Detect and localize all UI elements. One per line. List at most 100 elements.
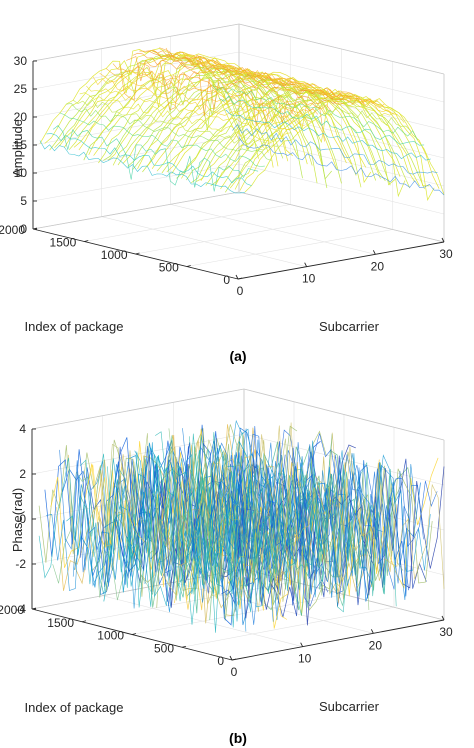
surface-line	[230, 419, 431, 584]
panel-label-a: (a)	[229, 348, 246, 364]
y-tick-label: 2000	[0, 223, 25, 237]
surface-line	[68, 56, 269, 153]
surface-line	[212, 84, 418, 140]
grid-line	[181, 606, 395, 648]
x-tick-label: 0	[231, 665, 238, 679]
surface-line	[46, 133, 252, 186]
x-tick-mark	[372, 250, 376, 255]
x-tick-mark	[235, 274, 239, 280]
grid-line	[81, 581, 295, 623]
surface-line	[72, 99, 279, 151]
y-tick-labels-a: 0 500 1000 1500 2000	[0, 223, 243, 287]
surface-line	[195, 432, 397, 607]
surface-line	[229, 97, 430, 189]
surface-line	[232, 124, 438, 175]
z-tick-label: 0	[19, 512, 26, 526]
surface-line	[185, 54, 392, 114]
x-axis-line	[231, 619, 445, 661]
surface-line	[209, 442, 411, 584]
surface-line	[92, 76, 299, 133]
surface-line	[132, 52, 338, 105]
y-axis-label-a: Index of package	[24, 319, 123, 334]
z-tick-label: 25	[14, 82, 28, 96]
surface-line	[119, 62, 325, 142]
x-tick-label: 10	[298, 652, 312, 666]
z-tick-label: 30	[14, 54, 28, 68]
x-axis-line	[237, 241, 445, 280]
y-tick-mark	[32, 227, 38, 230]
surface-line	[152, 49, 358, 105]
surface-line	[52, 125, 259, 192]
z-tick-label: 20	[14, 110, 28, 124]
y-tick-mark	[186, 265, 191, 267]
y-tick-mark	[231, 658, 237, 661]
surface-line	[179, 51, 385, 108]
surface-line	[126, 56, 332, 124]
box-edge	[31, 388, 245, 430]
x-tick-label: 0	[237, 284, 244, 298]
x-tick-mark	[441, 615, 445, 621]
surface-line	[120, 446, 322, 608]
x-tick-mark	[229, 655, 233, 661]
grid-line	[32, 163, 240, 202]
surface-line	[127, 450, 329, 607]
surface-line	[134, 442, 335, 591]
surface-line	[113, 446, 315, 605]
x-tick-mark	[300, 642, 304, 647]
surface-line	[182, 428, 383, 587]
y-tick-label: 0	[223, 273, 230, 287]
amplitude-surface	[39, 47, 445, 201]
x-tick-labels-a: 0 10 20 30	[235, 237, 453, 298]
y-tick-mark	[135, 252, 140, 255]
surface-line	[218, 95, 425, 146]
y-tick-label: 1000	[97, 629, 124, 643]
surface-line	[200, 85, 401, 181]
surface-line	[239, 94, 440, 191]
surface-line	[225, 109, 431, 161]
x-tick-label: 20	[371, 259, 385, 273]
box-edge	[32, 23, 240, 62]
z-tick-label: 4	[19, 422, 26, 436]
surface-line	[59, 112, 265, 167]
z-tick-label: -2	[15, 557, 26, 571]
surface-line	[112, 63, 319, 115]
y-tick-label: 1000	[101, 248, 128, 262]
surface-line	[44, 424, 251, 577]
box-edge	[243, 388, 445, 441]
z-tick-label: 15	[14, 138, 28, 152]
axis-lines-a	[32, 61, 445, 280]
x-tick-mark	[441, 237, 445, 243]
surface-line	[146, 71, 347, 167]
surface-line	[72, 461, 274, 622]
surface-line	[86, 85, 292, 138]
x-axis-label-a: Subcarrier	[319, 319, 380, 334]
grid-line	[135, 216, 342, 255]
z-tick-labels-b: -4 -2 0 2 4	[15, 422, 36, 616]
surface-line	[215, 88, 415, 186]
surface-line	[192, 61, 398, 115]
panel-b: -4 -2 0 2 4 0 10 20 30 0 500 1000 1500 2000 Phase(r…	[0, 388, 453, 746]
surface-line	[223, 433, 424, 597]
surface-line	[210, 95, 411, 189]
phase-surface	[38, 419, 445, 633]
x-tick-label: 30	[439, 625, 453, 639]
x-axis-label-b: Subcarrier	[319, 699, 380, 714]
y-tick-mark	[131, 633, 137, 635]
grid-line	[186, 229, 393, 267]
surface-line	[103, 67, 303, 179]
surface-line	[234, 93, 435, 201]
y-tick-mark	[84, 240, 89, 242]
surface-line	[117, 71, 318, 184]
y-tick-label: 500	[159, 261, 179, 275]
surface-line	[220, 93, 420, 190]
surface-line	[97, 440, 303, 588]
grid-line	[31, 478, 245, 520]
y-tick-labels-b: 0 500 1000 1500 2000	[0, 603, 237, 668]
grid-line	[131, 594, 345, 635]
surface-line	[166, 76, 367, 173]
surface-line	[172, 51, 378, 105]
z-tick-label: 10	[14, 166, 28, 180]
x-tick-label: 20	[369, 638, 383, 652]
grid-line	[32, 135, 240, 174]
